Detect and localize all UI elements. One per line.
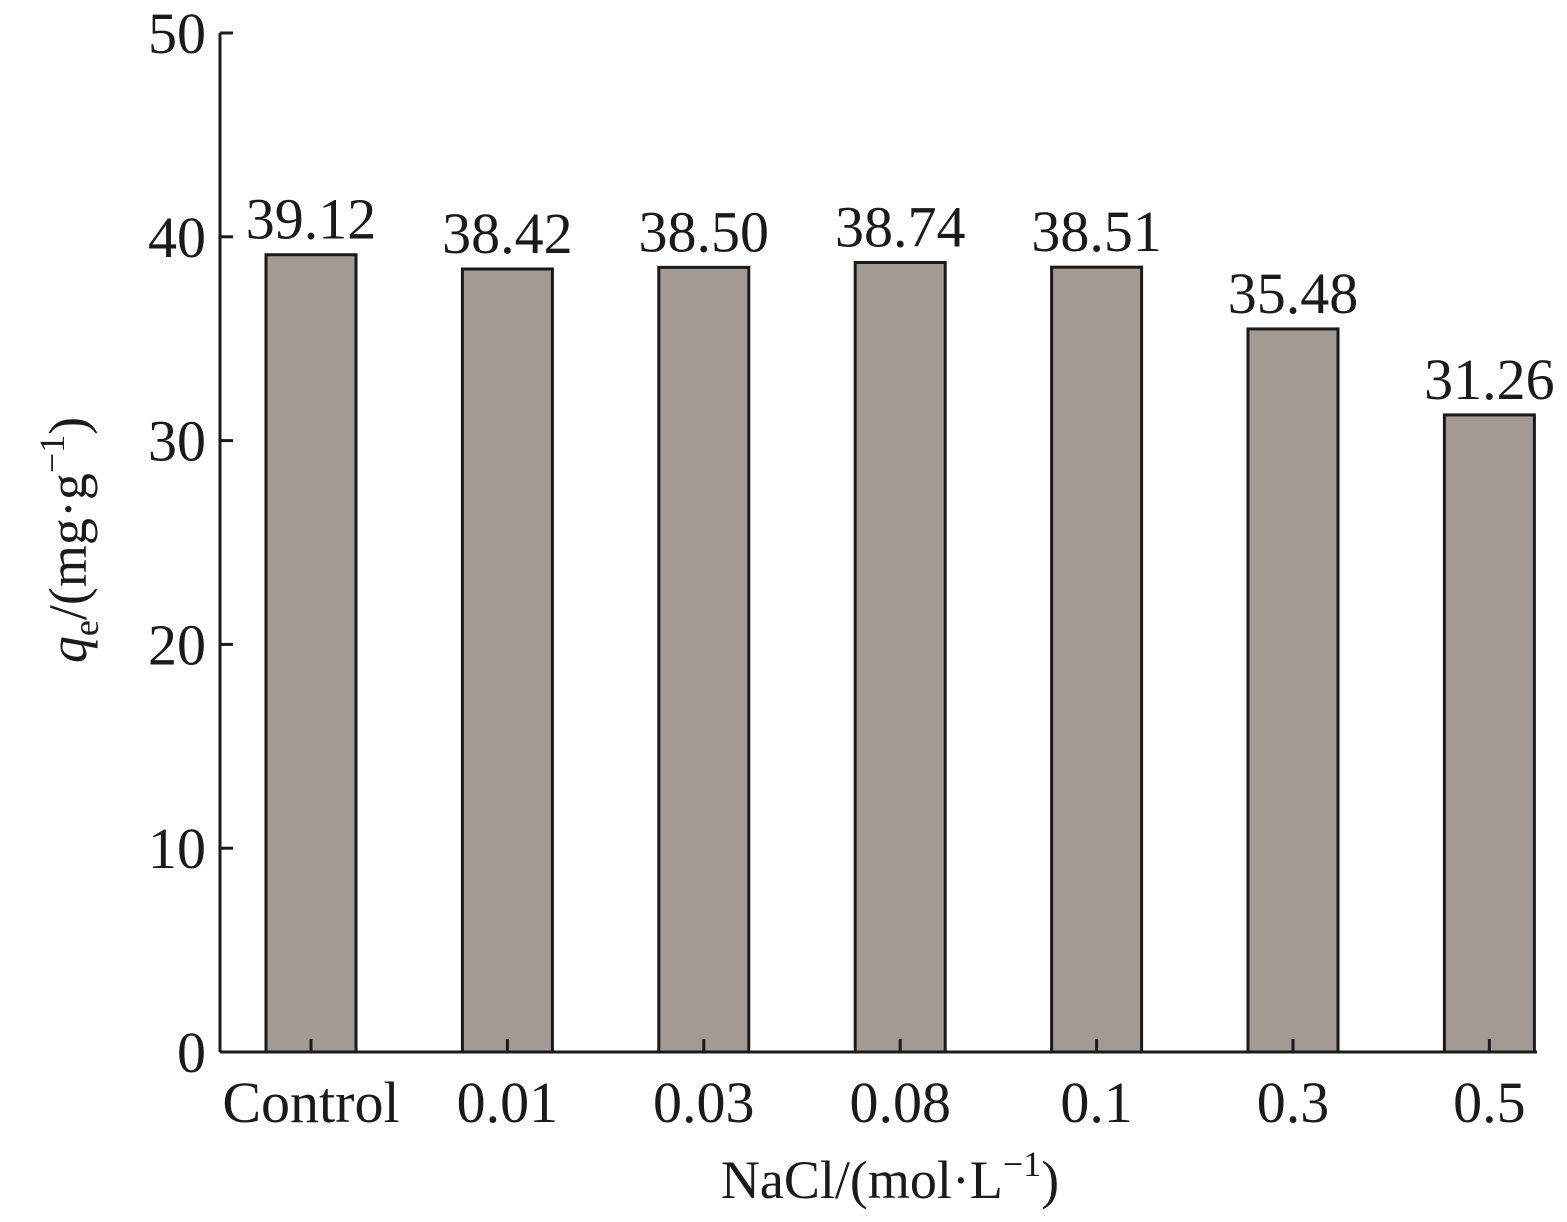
bars-group xyxy=(264,253,1536,1054)
data-label: 38.42 xyxy=(442,201,573,266)
x-tick-label: 0.3 xyxy=(1257,1070,1330,1135)
x-tick-label: 0.03 xyxy=(653,1070,755,1135)
data-label: 31.26 xyxy=(1424,347,1555,412)
y-tick-label: 50 xyxy=(148,1,206,66)
y-axis-title-sup: −1 xyxy=(32,435,72,473)
bar-6 xyxy=(1246,327,1340,1054)
x-tick-label: Control xyxy=(222,1070,399,1135)
data-label: 35.48 xyxy=(1228,261,1359,326)
data-label: 39.12 xyxy=(246,187,377,252)
y-tick-label: 20 xyxy=(148,612,206,677)
y-axis-title-close: ) xyxy=(38,417,98,435)
x-axis-ticks: Control 0.01 0.03 0.08 0.1 0.3 0.5 xyxy=(222,1039,1526,1135)
bar-4 xyxy=(853,260,947,1054)
bar-7 xyxy=(1442,413,1536,1054)
data-label: 38.51 xyxy=(1031,199,1162,264)
y-tick-label: 0 xyxy=(177,1020,206,1085)
bar-3 xyxy=(657,265,751,1054)
y-axis-title-main: /(mg·g xyxy=(38,473,98,620)
data-label: 38.50 xyxy=(639,199,770,264)
x-tick-label: 0.1 xyxy=(1060,1070,1133,1135)
x-axis-title: NaCl/(mol·L−1) xyxy=(721,1144,1059,1210)
x-tick-label: 0.08 xyxy=(849,1070,951,1135)
x-axis-title-main: NaCl/(mol·L xyxy=(721,1150,1003,1210)
y-tick-label: 40 xyxy=(148,205,206,270)
bar-1 xyxy=(264,253,358,1054)
x-tick-label: 0.01 xyxy=(457,1070,559,1135)
y-axis-title-var: q xyxy=(38,636,98,663)
y-axis-title: qe/(mg·g−1) xyxy=(32,417,106,663)
data-label: 38.74 xyxy=(835,194,966,259)
y-tick-label: 30 xyxy=(148,409,206,474)
x-axis-title-close: ) xyxy=(1041,1150,1059,1210)
bar-5 xyxy=(1050,265,1144,1054)
y-tick-label: 10 xyxy=(148,816,206,881)
bar-2 xyxy=(460,267,554,1054)
y-axis-title-sub: e xyxy=(66,620,106,636)
data-labels-group: 39.12 38.42 38.50 38.74 38.51 35.48 31.26 xyxy=(246,187,1555,412)
x-axis-title-sup: −1 xyxy=(1003,1144,1041,1184)
x-tick-label: 0.5 xyxy=(1453,1070,1526,1135)
y-axis-ticks: 0 10 20 30 40 50 xyxy=(148,1,233,1085)
